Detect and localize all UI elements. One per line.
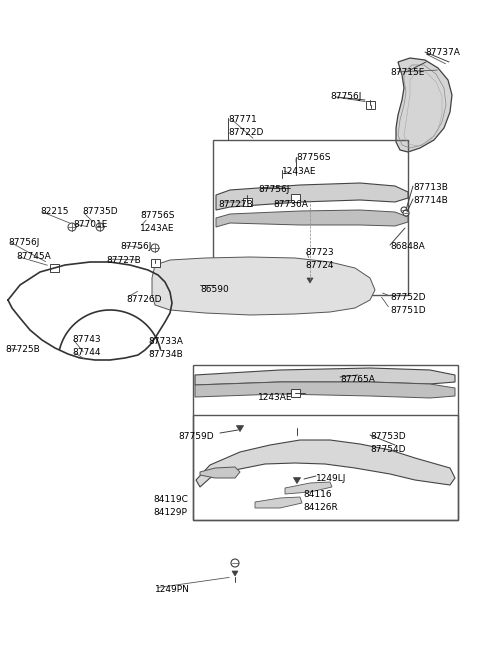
Text: 87737A: 87737A xyxy=(425,48,460,57)
Text: 87771: 87771 xyxy=(228,115,257,124)
Text: 87753D: 87753D xyxy=(370,432,406,441)
Bar xyxy=(290,389,300,397)
Text: 1249PN: 1249PN xyxy=(155,585,190,594)
Text: 87725B: 87725B xyxy=(5,345,40,354)
Polygon shape xyxy=(216,183,408,210)
Polygon shape xyxy=(293,477,300,483)
Polygon shape xyxy=(155,286,348,308)
Text: 87713B: 87713B xyxy=(413,183,448,192)
Polygon shape xyxy=(232,571,238,576)
Text: 84126R: 84126R xyxy=(303,503,338,512)
Polygon shape xyxy=(196,440,455,487)
Text: 87715E: 87715E xyxy=(390,68,424,77)
Text: 84116: 84116 xyxy=(303,490,332,499)
Text: 87765A: 87765A xyxy=(340,375,375,384)
Text: 87745A: 87745A xyxy=(16,252,51,261)
Circle shape xyxy=(403,210,409,216)
Polygon shape xyxy=(155,263,348,288)
Text: 1249LJ: 1249LJ xyxy=(316,474,347,483)
Text: 87754D: 87754D xyxy=(370,445,406,454)
Text: 86590: 86590 xyxy=(200,285,229,294)
Polygon shape xyxy=(195,368,455,385)
Text: 87714B: 87714B xyxy=(413,196,448,205)
Text: 87756J: 87756J xyxy=(8,238,39,247)
Text: 87733A: 87733A xyxy=(148,337,183,346)
Polygon shape xyxy=(216,210,408,227)
Text: 87743: 87743 xyxy=(72,335,101,344)
Polygon shape xyxy=(195,382,455,398)
Text: 1243AE: 1243AE xyxy=(258,393,292,402)
Text: 87756J: 87756J xyxy=(330,92,361,101)
Text: 84129P: 84129P xyxy=(153,508,187,517)
Text: 87727B: 87727B xyxy=(106,256,141,265)
Polygon shape xyxy=(396,58,452,152)
Bar xyxy=(49,264,59,272)
Text: 87759D: 87759D xyxy=(178,432,214,441)
Bar xyxy=(242,198,252,206)
Bar xyxy=(290,194,300,202)
Bar xyxy=(213,140,408,295)
Bar xyxy=(193,415,458,520)
Text: 87724: 87724 xyxy=(305,261,334,270)
Text: 87726D: 87726D xyxy=(126,295,161,304)
Text: 1243AE: 1243AE xyxy=(282,167,316,176)
Polygon shape xyxy=(307,278,313,283)
Text: 87736A: 87736A xyxy=(273,200,308,209)
Text: 87722D: 87722D xyxy=(228,128,264,137)
Bar xyxy=(193,365,458,520)
Text: 84119C: 84119C xyxy=(153,495,188,504)
Polygon shape xyxy=(285,482,332,494)
Text: 87756S: 87756S xyxy=(140,211,175,220)
Text: 1243AE: 1243AE xyxy=(140,224,175,233)
Text: 87756J: 87756J xyxy=(258,185,289,194)
Text: 87751D: 87751D xyxy=(390,306,426,315)
Polygon shape xyxy=(200,467,240,478)
Text: 86848A: 86848A xyxy=(390,242,425,251)
Polygon shape xyxy=(255,497,302,508)
Circle shape xyxy=(401,207,407,213)
Bar xyxy=(365,101,374,109)
Text: 87744: 87744 xyxy=(72,348,100,357)
Polygon shape xyxy=(236,426,243,432)
Text: 87701E: 87701E xyxy=(73,220,108,229)
Text: 87734B: 87734B xyxy=(148,350,183,359)
Text: 87756J: 87756J xyxy=(120,242,151,251)
Circle shape xyxy=(231,559,239,567)
Text: 87727B: 87727B xyxy=(218,200,253,209)
Text: 87723: 87723 xyxy=(305,248,334,257)
Text: 87756S: 87756S xyxy=(296,153,331,162)
Text: 82215: 82215 xyxy=(40,207,69,216)
Bar xyxy=(215,280,270,290)
Text: 87735D: 87735D xyxy=(82,207,118,216)
Polygon shape xyxy=(306,278,313,284)
Polygon shape xyxy=(152,257,375,315)
Bar xyxy=(151,259,159,267)
Text: 87752D: 87752D xyxy=(390,293,425,302)
